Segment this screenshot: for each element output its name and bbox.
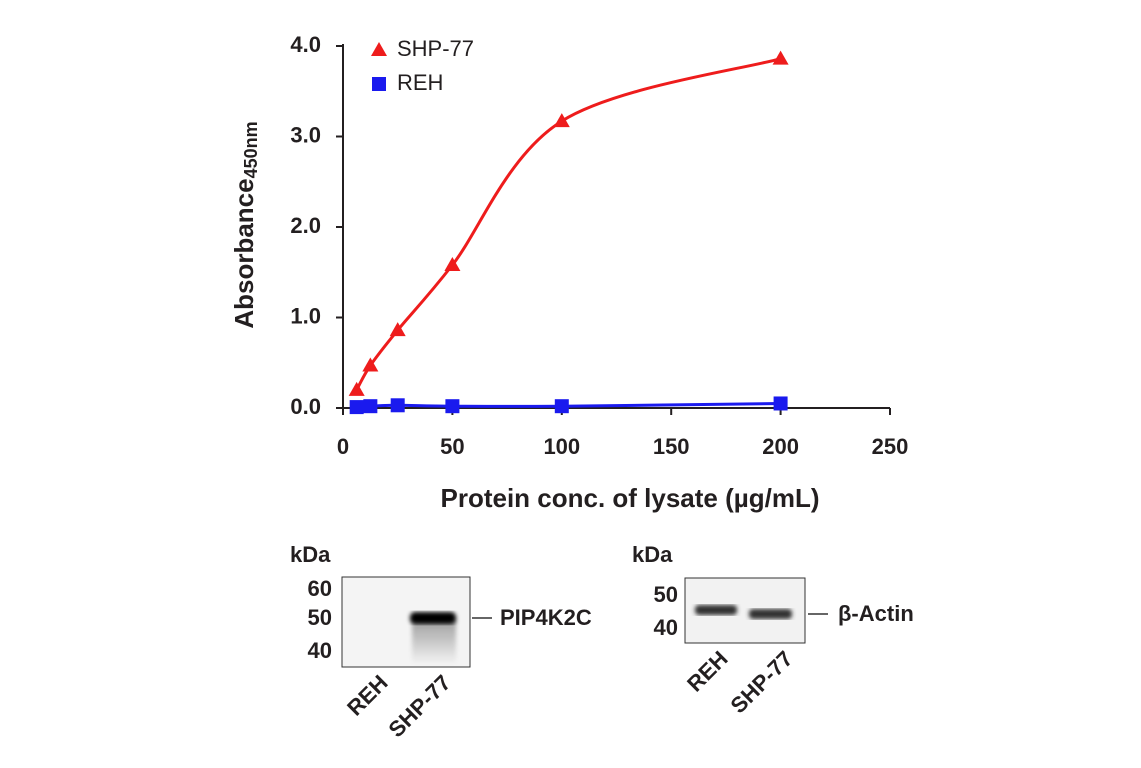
plot: 0.0 1.0 2.0 3.0 4.0 0 50 100 150 200 250 SHP-77 REH (290, 32, 908, 459)
legend-marker (371, 42, 387, 56)
x-tick-label: 250 (872, 434, 909, 459)
lane-label: SHP-77 (383, 670, 455, 742)
marker-label: 40 (654, 615, 678, 640)
band-smear (412, 620, 456, 664)
y-axis-title-main: Absorbance (229, 178, 259, 328)
marker (554, 399, 569, 414)
marker-label: 50 (654, 582, 678, 607)
x-tick-label: 150 (653, 434, 690, 459)
y-tick-label: 2.0 (290, 213, 321, 238)
marker (390, 398, 405, 413)
y-tick-label: 1.0 (290, 303, 321, 328)
kda-label: kDa (290, 542, 331, 567)
y-axis-title-sub: 450nm (241, 121, 261, 178)
band (695, 605, 737, 615)
y-axis-title: Absorbance450nm (229, 121, 261, 328)
marker (349, 400, 364, 415)
marker (444, 257, 461, 272)
band (749, 609, 792, 619)
marker (445, 399, 460, 414)
x-axis-title: Protein conc. of lysate (µg/mL) (440, 483, 819, 513)
legend-label: SHP-77 (397, 36, 474, 61)
marker (553, 113, 570, 128)
target-label: β-Actin (838, 601, 914, 626)
marker (772, 50, 789, 65)
legend-label: REH (397, 70, 443, 95)
y-tick-label: 3.0 (290, 122, 321, 147)
marker-label: 40 (308, 638, 332, 663)
x-tick-label: 50 (440, 434, 464, 459)
marker-label: 50 (308, 605, 332, 630)
target-label: PIP4K2C (500, 605, 592, 630)
kda-label: kDa (632, 542, 673, 567)
x-tick-label: 0 (337, 434, 349, 459)
marker-label: 60 (308, 576, 332, 601)
marker (362, 357, 379, 372)
marker (773, 396, 788, 411)
marker (363, 399, 378, 414)
marker (348, 381, 365, 396)
x-tick-label: 200 (762, 434, 799, 459)
fit-line (355, 57, 782, 391)
lane-label: REH (682, 646, 733, 697)
band (410, 612, 456, 624)
y-tick-label: 0.0 (290, 394, 321, 419)
marker (389, 322, 406, 337)
blot-2: kDa 50 40 β-Actin REH SHP-77 (632, 542, 914, 718)
legend-marker (372, 77, 386, 91)
lane-label: REH (342, 670, 393, 721)
lane-label: SHP-77 (725, 646, 797, 718)
y-tick-label: 4.0 (290, 32, 321, 57)
x-tick-label: 100 (543, 434, 580, 459)
blot-1: kDa 60 50 40 PIP4K2C REH SHP-77 (290, 542, 592, 742)
